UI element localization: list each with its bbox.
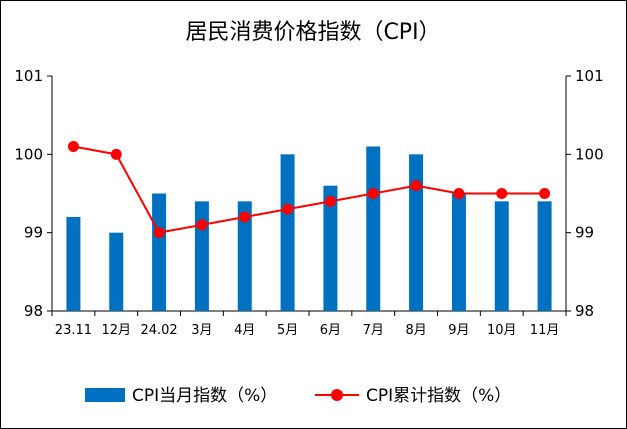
line-point — [324, 195, 336, 207]
bar — [237, 201, 252, 311]
bar — [409, 154, 424, 311]
line-point — [282, 203, 294, 215]
bar — [66, 217, 81, 311]
bar — [451, 193, 466, 311]
line-point — [367, 188, 379, 199]
bar — [109, 232, 124, 311]
line-path — [73, 145, 545, 234]
bar — [323, 185, 338, 311]
line-point — [239, 211, 251, 223]
bar — [537, 201, 552, 311]
y-tick-label-left: 100 — [14, 145, 43, 163]
y-tick-label-right: 100 — [575, 145, 604, 163]
x-tick-label: 23.11 — [55, 323, 92, 338]
y-axis-right-ticks: 98 99 100 101 — [566, 67, 604, 320]
chart-title: 居民消费价格指数（CPI） — [185, 20, 440, 45]
legend-line-label: CPI累计指数（%） — [366, 386, 511, 406]
x-tick-label: 4月 — [234, 323, 255, 338]
line-point — [196, 219, 208, 231]
line-point — [110, 148, 122, 160]
x-tick-label: 8月 — [405, 323, 426, 338]
x-tick-label: 3月 — [191, 323, 212, 338]
line-point — [496, 188, 508, 199]
x-tick-label: 7月 — [363, 323, 384, 338]
y-axis-left-ticks: 98 99 100 101 — [14, 67, 52, 320]
x-axis-categories: 23.11 12月 24.02 3月 4月 5月 6月 7月 8月 9月 10月 11月 — [51, 311, 567, 338]
y-tick-label-left: 99 — [24, 224, 43, 242]
line-point — [410, 180, 422, 192]
line-point — [153, 227, 165, 239]
legend-bar-label: CPI当月指数（%） — [132, 386, 277, 406]
bar — [194, 201, 209, 311]
line-series — [67, 141, 551, 239]
bar-series — [66, 146, 552, 311]
legend-bar-swatch — [85, 388, 125, 402]
y-tick-label-right: 99 — [575, 224, 594, 242]
y-tick-label-left: 98 — [24, 302, 43, 320]
bar — [494, 201, 509, 311]
y-tick-label-left: 101 — [14, 67, 43, 85]
line-point — [67, 141, 79, 152]
bar — [366, 146, 381, 311]
y-tick-label-right: 98 — [575, 302, 594, 320]
bar — [152, 193, 167, 311]
bar — [280, 154, 295, 311]
y-tick-label-right: 101 — [575, 67, 604, 85]
x-tick-label: 6月 — [320, 323, 341, 338]
x-tick-label: 12月 — [101, 323, 131, 338]
x-tick-label: 5月 — [277, 323, 298, 338]
x-tick-label: 11月 — [530, 323, 560, 338]
line-point — [539, 188, 551, 199]
x-tick-label: 24.02 — [140, 323, 177, 338]
x-tick-label: 9月 — [448, 323, 469, 338]
legend-line-marker — [331, 389, 343, 401]
legend: CPI当月指数（%） CPI累计指数（%） — [85, 386, 511, 406]
x-tick-label: 10月 — [487, 323, 517, 338]
line-point — [453, 188, 465, 199]
